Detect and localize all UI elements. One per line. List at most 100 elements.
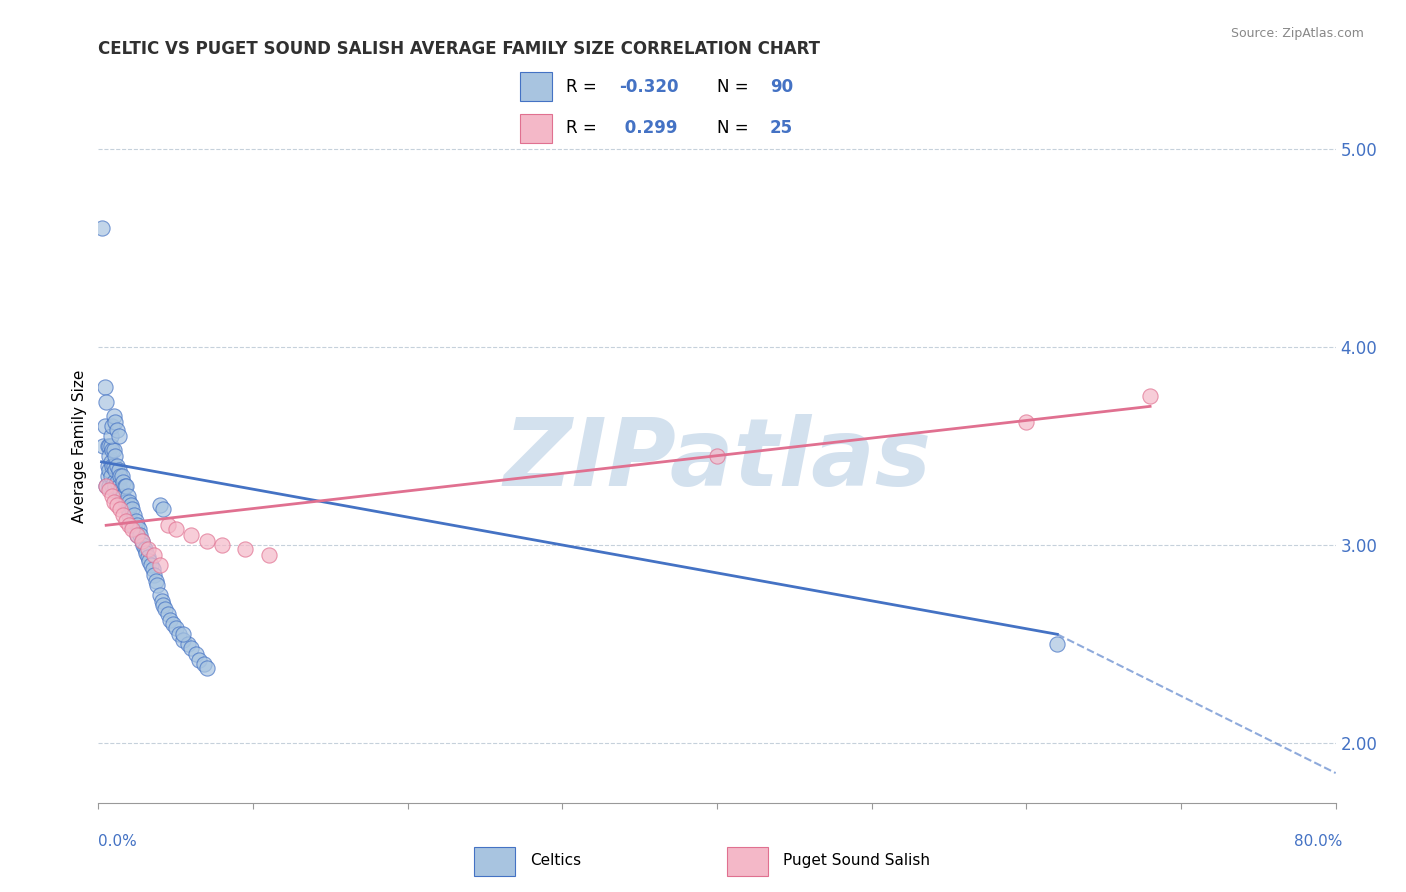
Point <box>143 567 166 582</box>
Point <box>103 409 125 424</box>
Point <box>184 647 207 661</box>
Point <box>118 508 141 523</box>
Point <box>103 475 125 489</box>
Point <box>177 637 200 651</box>
Point <box>1139 389 1161 403</box>
Point <box>112 475 135 489</box>
Point <box>105 475 128 489</box>
Point <box>157 607 180 622</box>
Point <box>98 449 121 463</box>
Point <box>165 522 187 536</box>
Point <box>98 478 121 492</box>
Point <box>115 514 138 528</box>
Point <box>180 641 202 656</box>
Point <box>149 558 172 572</box>
Point <box>120 499 142 513</box>
Point <box>115 478 138 492</box>
Point <box>100 429 122 443</box>
Point <box>97 468 120 483</box>
Point <box>98 439 121 453</box>
Point <box>138 554 160 568</box>
Text: ZIPatlas: ZIPatlas <box>503 414 931 507</box>
Point <box>93 419 115 434</box>
Point <box>165 621 187 635</box>
Point <box>115 494 138 508</box>
Point <box>118 518 141 533</box>
Point <box>149 499 172 513</box>
Text: Puget Sound Salish: Puget Sound Salish <box>783 854 929 868</box>
Point <box>101 489 124 503</box>
Point <box>114 494 136 508</box>
FancyBboxPatch shape <box>520 72 551 101</box>
Point <box>107 478 129 492</box>
Point <box>127 528 149 542</box>
Point <box>101 442 124 457</box>
Point <box>143 548 166 562</box>
Point <box>103 458 125 473</box>
Point <box>103 483 125 497</box>
Point <box>193 657 215 671</box>
Point <box>121 502 143 516</box>
Point <box>122 508 145 523</box>
Text: 0.299: 0.299 <box>619 120 678 137</box>
Point <box>121 522 143 536</box>
Point <box>96 478 118 492</box>
Point <box>112 489 135 503</box>
Point <box>118 494 141 508</box>
Point <box>162 617 184 632</box>
Text: Celtics: Celtics <box>530 854 581 868</box>
Point <box>211 538 233 552</box>
Point <box>136 549 159 564</box>
Point <box>159 614 181 628</box>
FancyBboxPatch shape <box>474 847 515 876</box>
Point <box>105 423 128 437</box>
Point <box>1015 415 1038 429</box>
Point <box>150 593 173 607</box>
Text: 80.0%: 80.0% <box>1295 834 1343 849</box>
Point <box>1046 637 1069 651</box>
Point <box>152 502 174 516</box>
Point <box>104 478 127 492</box>
Text: 25: 25 <box>770 120 793 137</box>
Point <box>108 483 131 497</box>
Point <box>105 458 128 473</box>
Point <box>152 598 174 612</box>
Point <box>108 468 131 483</box>
Point <box>141 562 165 576</box>
Point <box>145 574 167 588</box>
Point <box>129 528 152 542</box>
Point <box>131 534 153 549</box>
Point <box>97 458 120 473</box>
FancyBboxPatch shape <box>520 114 551 143</box>
Point <box>107 429 129 443</box>
Point <box>117 489 139 503</box>
Text: R =: R = <box>565 78 602 95</box>
Text: N =: N = <box>717 120 754 137</box>
Point <box>135 546 157 560</box>
Y-axis label: Average Family Size: Average Family Size <box>72 369 87 523</box>
Point <box>90 221 112 235</box>
Point <box>112 508 135 523</box>
Point <box>157 518 180 533</box>
Text: Source: ZipAtlas.com: Source: ZipAtlas.com <box>1230 27 1364 40</box>
Point <box>124 514 146 528</box>
Point <box>108 502 131 516</box>
Point <box>195 661 218 675</box>
Point <box>146 578 169 592</box>
Point <box>98 463 121 477</box>
Point <box>117 502 139 516</box>
Point <box>233 542 257 557</box>
Point <box>706 449 728 463</box>
Point <box>100 468 122 483</box>
Text: 90: 90 <box>770 78 793 95</box>
Point <box>136 542 159 557</box>
Point <box>93 379 115 393</box>
Text: 0.0%: 0.0% <box>98 834 138 849</box>
Point <box>91 439 114 453</box>
Point <box>134 542 156 557</box>
Point <box>167 627 190 641</box>
Point <box>172 627 194 641</box>
Point <box>103 442 125 457</box>
Point <box>188 653 211 667</box>
Point <box>101 458 124 473</box>
